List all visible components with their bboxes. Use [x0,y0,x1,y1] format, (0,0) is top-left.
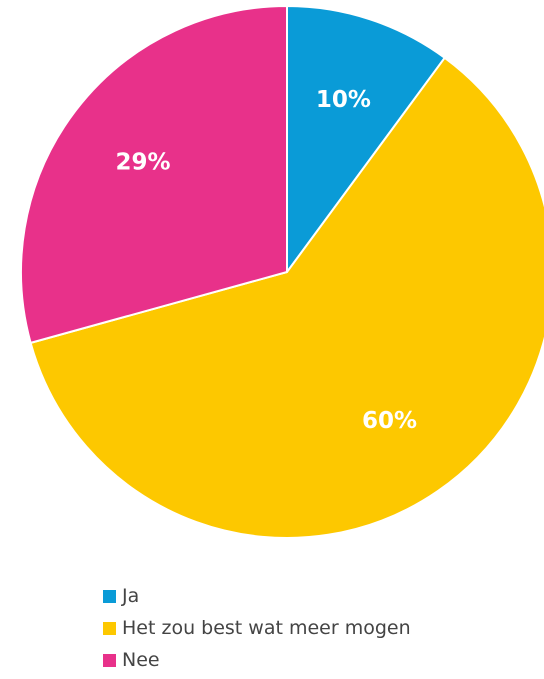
legend-swatch-het-zou-best-wat-meer-mogen [103,621,116,635]
slice-label-ja: 10% [316,87,371,113]
legend-swatch-nee [103,653,116,667]
legend-swatch-ja [103,589,116,603]
slice-label-het-zou-best-wat-meer-mogen: 60% [362,408,417,434]
chart-legend: Ja Het zou best wat meer mogen Nee [103,580,533,676]
pie-chart-svg: 10% 60% 29% [20,5,544,539]
legend-item-ja: Ja [103,580,533,612]
pie-slices [20,5,544,539]
pie-labels: 10% 60% 29% [116,87,418,434]
legend-item-het-zou-best-wat-meer-mogen: Het zou best wat meer mogen [103,612,533,644]
pie-slice-ja [286,5,446,273]
legend-item-nee: Nee [103,644,533,676]
legend-label-het-zou-best-wat-meer-mogen: Het zou best wat meer mogen [122,617,411,639]
pie-chart: 10% 60% 29% [20,5,544,539]
legend-label-ja: Ja [122,585,140,607]
pie-slice-het-zou-best-wat-meer-mogen [29,56,544,539]
pie-slice-nee [20,5,288,344]
slice-label-nee: 29% [116,149,171,175]
legend-label-nee: Nee [122,649,160,671]
